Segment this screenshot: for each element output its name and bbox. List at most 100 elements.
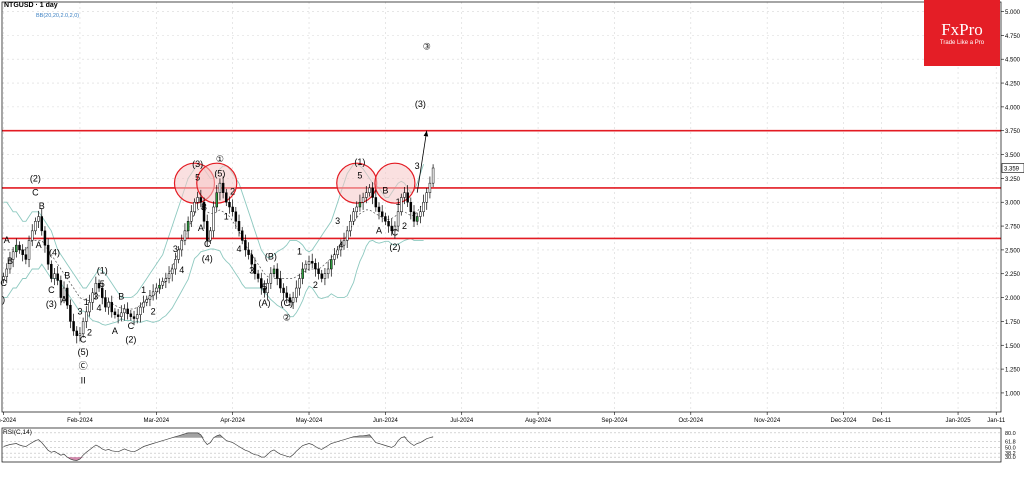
wave-label: 3 bbox=[77, 307, 82, 317]
candle bbox=[186, 216, 190, 239]
candle bbox=[368, 184, 371, 197]
candle bbox=[65, 284, 69, 310]
chart-frame bbox=[1, 1, 1002, 463]
candle-body bbox=[50, 263, 53, 279]
candle-body bbox=[431, 167, 435, 184]
candle bbox=[400, 193, 403, 216]
candle bbox=[135, 307, 139, 324]
y-tick-label: 1.500 bbox=[1005, 344, 1021, 350]
y-tick-label: 3.750 bbox=[1005, 129, 1021, 135]
candle bbox=[120, 305, 123, 322]
x-tick-label: Jun-2024 bbox=[373, 418, 399, 424]
projection-arrowhead bbox=[423, 130, 429, 137]
candle-body bbox=[88, 302, 91, 313]
candle-body bbox=[62, 287, 66, 298]
y-tick-label: 1.750 bbox=[1005, 320, 1021, 326]
price-tag-box bbox=[1001, 163, 1024, 173]
candle bbox=[202, 197, 206, 229]
candle-body bbox=[177, 249, 180, 260]
candle-body bbox=[263, 287, 266, 294]
candle-body bbox=[368, 187, 371, 193]
candle bbox=[403, 186, 406, 205]
candle-body bbox=[288, 297, 292, 303]
candle bbox=[412, 205, 416, 228]
wave-label: C bbox=[48, 285, 55, 295]
candle bbox=[27, 235, 31, 268]
candle bbox=[15, 238, 18, 258]
candle-body bbox=[240, 230, 244, 241]
candle-body bbox=[253, 263, 257, 274]
candle-body bbox=[400, 197, 403, 213]
y-tick-label: 1.250 bbox=[1005, 368, 1021, 374]
candle bbox=[285, 286, 288, 304]
candle bbox=[250, 249, 253, 272]
candle bbox=[263, 280, 266, 298]
y-tick-label: 4.750 bbox=[1005, 34, 1021, 40]
wave-label: 2 bbox=[87, 328, 92, 338]
x-tick-label: Oct-2024 bbox=[678, 418, 703, 424]
candle bbox=[8, 251, 12, 274]
wave-label: 2 bbox=[230, 187, 235, 197]
candle bbox=[5, 263, 9, 284]
candle bbox=[113, 308, 117, 319]
candle bbox=[396, 205, 400, 232]
candle bbox=[342, 232, 346, 250]
candle bbox=[393, 221, 397, 239]
candle-body bbox=[164, 278, 168, 282]
candle bbox=[116, 309, 120, 324]
candle-body bbox=[142, 302, 145, 308]
y-tick-label: 2.750 bbox=[1005, 225, 1021, 231]
wave-label: (5) bbox=[78, 347, 89, 357]
candle bbox=[170, 264, 174, 282]
wave-label: 4 bbox=[237, 244, 242, 254]
candle-body bbox=[27, 240, 31, 260]
candle-body bbox=[180, 240, 183, 251]
candle bbox=[37, 210, 40, 228]
wave-label: B bbox=[7, 256, 13, 266]
wave-label: (1) bbox=[354, 157, 365, 167]
candle bbox=[307, 255, 311, 271]
wave-label: C bbox=[32, 188, 39, 198]
candle bbox=[129, 309, 133, 321]
candle-body bbox=[380, 211, 384, 217]
candle-body bbox=[30, 230, 34, 241]
wave-label: (B) bbox=[265, 251, 277, 261]
candle-body bbox=[145, 299, 148, 303]
wave-label: 3 bbox=[335, 216, 340, 226]
candle bbox=[209, 227, 212, 245]
candle bbox=[339, 239, 343, 257]
candle bbox=[415, 212, 419, 226]
candle bbox=[183, 223, 187, 246]
bb-lower-line bbox=[3, 238, 424, 326]
rsi-tick-label: 30.0 bbox=[1005, 455, 1016, 461]
candle-body bbox=[377, 206, 381, 213]
candle bbox=[110, 295, 113, 318]
candle-body bbox=[155, 287, 158, 293]
candle-body bbox=[317, 268, 320, 274]
candle-body bbox=[56, 273, 59, 281]
x-tick-label: Jan-2024 bbox=[0, 418, 17, 424]
candle-body bbox=[21, 249, 24, 255]
main-frame bbox=[1, 1, 1002, 413]
candle-body bbox=[244, 240, 247, 251]
candle bbox=[358, 194, 362, 212]
candle-body bbox=[406, 192, 409, 203]
candle bbox=[18, 241, 21, 254]
wave-label: (A) bbox=[258, 298, 270, 308]
candle-body bbox=[310, 261, 314, 264]
candle-body bbox=[301, 268, 304, 279]
candlesticks bbox=[2, 164, 435, 344]
candle bbox=[355, 201, 358, 219]
wave-label: (4) bbox=[202, 253, 213, 263]
wave-label: Ⓒ bbox=[79, 361, 88, 371]
wave-label: (4) bbox=[49, 248, 60, 258]
candle-body bbox=[24, 254, 28, 260]
candle bbox=[377, 202, 381, 220]
candle-body bbox=[209, 230, 212, 241]
candle-body bbox=[186, 221, 190, 232]
rsi-tick-label: 38.2 bbox=[1005, 451, 1016, 457]
candle-body bbox=[396, 211, 400, 227]
price-tag-label: 3.359 bbox=[1004, 166, 1020, 172]
x-tick-label: Aug-2024 bbox=[525, 418, 552, 424]
